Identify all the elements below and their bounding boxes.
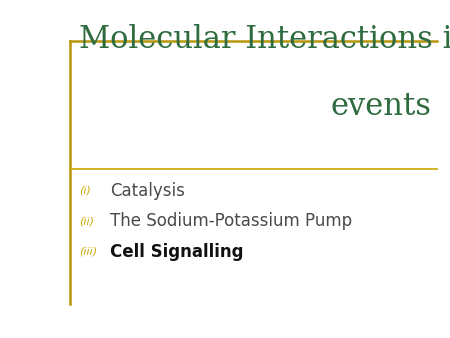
Text: Cell Signalling: Cell Signalling bbox=[110, 243, 244, 261]
Text: (ii): (ii) bbox=[79, 216, 94, 226]
Text: events: events bbox=[331, 91, 432, 122]
Text: Catalysis: Catalysis bbox=[110, 182, 185, 200]
Text: (iii): (iii) bbox=[79, 247, 97, 257]
Text: Molecular Interactions in Cell: Molecular Interactions in Cell bbox=[79, 24, 450, 55]
Text: The Sodium-Potassium Pump: The Sodium-Potassium Pump bbox=[110, 212, 352, 231]
Text: (i): (i) bbox=[79, 186, 90, 196]
